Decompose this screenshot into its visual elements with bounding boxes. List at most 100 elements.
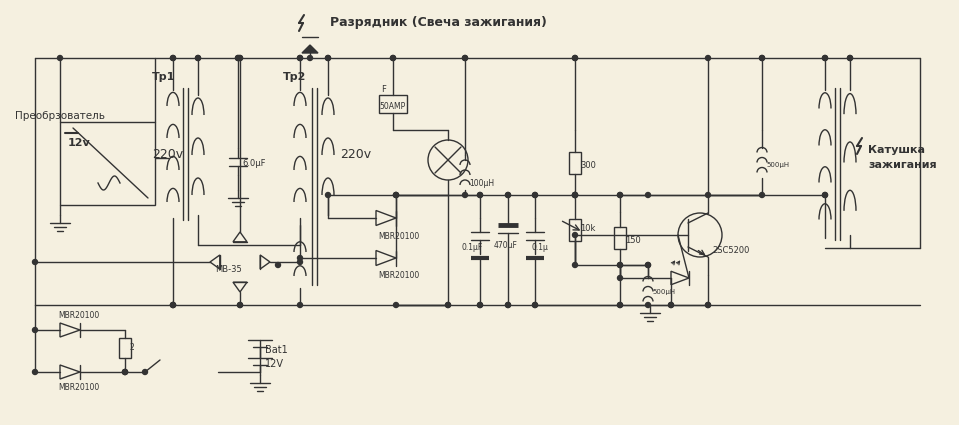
Circle shape xyxy=(706,303,711,308)
Circle shape xyxy=(238,303,243,308)
Circle shape xyxy=(848,56,853,60)
Circle shape xyxy=(478,193,482,198)
Circle shape xyxy=(645,263,650,267)
Circle shape xyxy=(573,263,577,267)
Text: MB-35: MB-35 xyxy=(215,266,242,275)
Circle shape xyxy=(123,369,128,374)
Text: 2SC5200: 2SC5200 xyxy=(712,246,749,255)
Circle shape xyxy=(297,303,302,308)
Circle shape xyxy=(238,56,243,60)
Text: 0.1μ: 0.1μ xyxy=(532,243,549,252)
Bar xyxy=(569,151,581,173)
Circle shape xyxy=(478,303,482,308)
Circle shape xyxy=(706,303,711,308)
Text: 10k: 10k xyxy=(580,224,596,232)
Circle shape xyxy=(706,56,711,60)
Circle shape xyxy=(171,303,175,308)
Bar xyxy=(614,227,626,249)
Circle shape xyxy=(171,303,175,308)
Bar xyxy=(60,122,155,205)
Circle shape xyxy=(760,193,764,198)
Text: 220v: 220v xyxy=(340,148,371,162)
Circle shape xyxy=(462,193,467,198)
Circle shape xyxy=(618,193,622,198)
Text: 12v: 12v xyxy=(68,138,91,148)
Circle shape xyxy=(573,193,577,198)
Circle shape xyxy=(823,193,828,198)
Circle shape xyxy=(297,56,302,60)
Circle shape xyxy=(196,56,200,60)
Circle shape xyxy=(573,193,577,198)
Circle shape xyxy=(33,328,37,332)
Text: Тр2: Тр2 xyxy=(283,72,306,82)
Bar xyxy=(119,338,131,358)
Circle shape xyxy=(505,303,510,308)
Circle shape xyxy=(33,369,37,374)
Circle shape xyxy=(505,193,510,198)
Circle shape xyxy=(275,263,280,267)
Circle shape xyxy=(196,56,200,60)
Circle shape xyxy=(618,303,622,308)
Circle shape xyxy=(478,303,482,308)
Circle shape xyxy=(462,56,467,60)
Circle shape xyxy=(462,56,467,60)
Circle shape xyxy=(618,303,622,308)
Circle shape xyxy=(618,193,622,198)
Circle shape xyxy=(668,303,673,308)
Circle shape xyxy=(573,193,577,198)
Circle shape xyxy=(123,369,128,374)
Text: 50AMP: 50AMP xyxy=(379,102,406,111)
Circle shape xyxy=(573,232,577,238)
Circle shape xyxy=(171,303,175,308)
Circle shape xyxy=(645,263,650,267)
Circle shape xyxy=(532,303,537,308)
Text: MBR20100: MBR20100 xyxy=(58,311,99,320)
Text: 500μH: 500μH xyxy=(652,289,675,295)
Circle shape xyxy=(446,303,451,308)
Text: 0.1μF: 0.1μF xyxy=(462,243,483,252)
Circle shape xyxy=(33,260,37,264)
Circle shape xyxy=(668,303,673,308)
Circle shape xyxy=(505,193,510,198)
Circle shape xyxy=(532,193,537,198)
Circle shape xyxy=(123,369,128,374)
Text: 300: 300 xyxy=(580,161,596,170)
Circle shape xyxy=(238,303,243,308)
Circle shape xyxy=(390,56,395,60)
Text: Разрядник (Свеча зажигания): Разрядник (Свеча зажигания) xyxy=(330,15,547,28)
Circle shape xyxy=(706,193,711,198)
Circle shape xyxy=(393,193,399,198)
Circle shape xyxy=(325,56,331,60)
Circle shape xyxy=(848,56,853,60)
Circle shape xyxy=(823,56,828,60)
Circle shape xyxy=(573,56,577,60)
Text: 470μF: 470μF xyxy=(494,241,518,249)
Circle shape xyxy=(393,193,399,198)
Circle shape xyxy=(297,56,302,60)
Bar xyxy=(569,219,581,241)
Circle shape xyxy=(297,260,302,264)
Text: 150: 150 xyxy=(625,235,641,244)
Text: MBR20100: MBR20100 xyxy=(378,232,419,241)
Text: Катушка: Катушка xyxy=(868,145,925,155)
Text: MBR20100: MBR20100 xyxy=(378,272,419,280)
Circle shape xyxy=(823,193,828,198)
Text: 100μH: 100μH xyxy=(469,178,494,187)
Circle shape xyxy=(143,369,148,374)
Circle shape xyxy=(390,56,395,60)
Circle shape xyxy=(171,56,175,60)
Circle shape xyxy=(236,56,241,60)
Text: 220v: 220v xyxy=(152,148,183,162)
Circle shape xyxy=(618,263,622,267)
Text: Тр1: Тр1 xyxy=(152,72,175,82)
Text: зажигания: зажигания xyxy=(868,160,937,170)
Text: MBR20100: MBR20100 xyxy=(58,382,99,391)
Text: Bat1: Bat1 xyxy=(265,345,288,355)
Circle shape xyxy=(238,56,243,60)
Text: 500μH: 500μH xyxy=(766,162,789,168)
Circle shape xyxy=(171,56,175,60)
Circle shape xyxy=(446,303,451,308)
Circle shape xyxy=(618,263,622,267)
Text: 2: 2 xyxy=(129,343,133,352)
Circle shape xyxy=(645,303,650,308)
